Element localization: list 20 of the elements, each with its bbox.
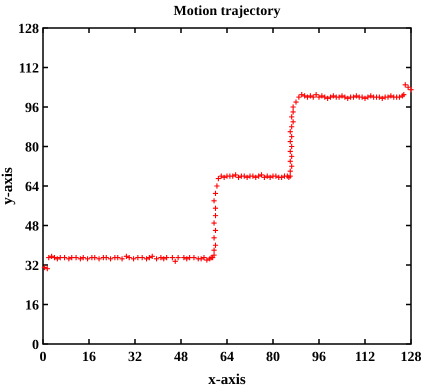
y-tick-label: 0 — [32, 338, 39, 353]
x-tick-label: 80 — [266, 350, 280, 365]
chart-title: Motion trajectory — [174, 4, 280, 19]
x-tick-label: 64 — [220, 350, 234, 365]
x-axis-title: x-axis — [208, 372, 246, 388]
y-tick-label: 80 — [25, 140, 39, 156]
x-tick-label: 48 — [174, 350, 188, 365]
x-tick-label: 128 — [400, 350, 422, 365]
y-axis-title: y-axis — [0, 167, 16, 205]
x-tick-label: 112 — [354, 350, 376, 365]
y-tick-label: 96 — [25, 100, 39, 116]
x-tick-label: 96 — [312, 350, 326, 365]
y-tick-label: 32 — [25, 258, 39, 274]
y-tick-label: 128 — [18, 22, 39, 37]
y-tick-label: 16 — [25, 298, 39, 314]
y-tick-label: 112 — [18, 61, 39, 76]
y-tick-label: 64 — [25, 180, 39, 195]
x-tick-label: 32 — [128, 350, 142, 365]
x-tick-label: 16 — [82, 350, 96, 365]
y-tick-label: 48 — [25, 219, 39, 234]
